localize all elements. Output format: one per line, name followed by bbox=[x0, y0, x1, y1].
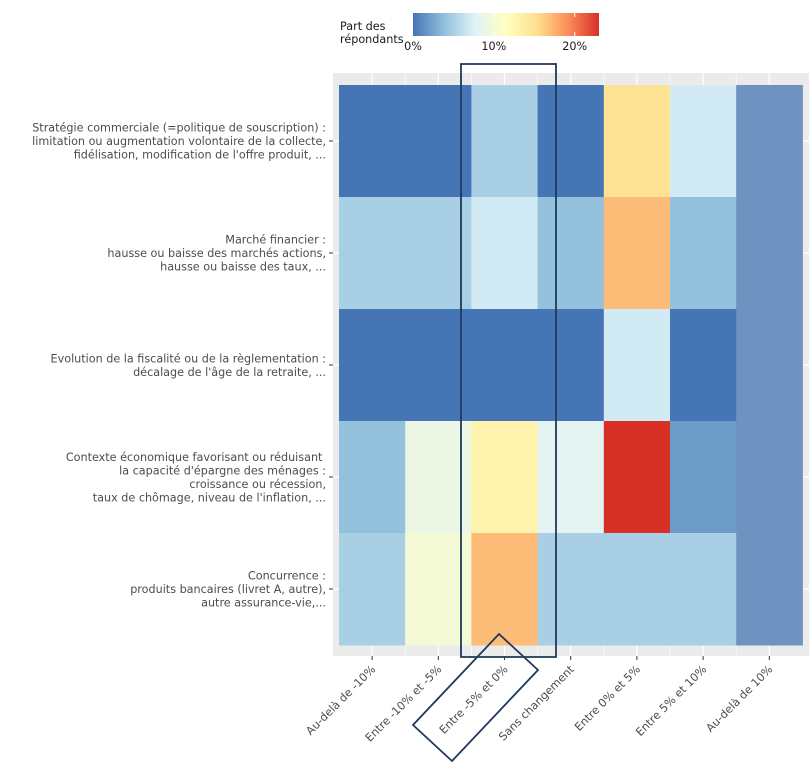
heatmap-cell bbox=[603, 85, 671, 198]
colorbar-tick-label: 10% bbox=[481, 40, 506, 53]
heatmap-cell bbox=[736, 197, 803, 310]
x-tick-label: Entre 0% et 5% bbox=[572, 663, 643, 734]
heatmap-cell bbox=[603, 309, 671, 422]
colorbar-gradient bbox=[413, 13, 599, 36]
heatmap-cell bbox=[603, 197, 671, 310]
heatmap-cell bbox=[603, 533, 671, 646]
heatmap-cell bbox=[339, 197, 406, 310]
y-tick-label: Marché financier : hausse ou baisse des m… bbox=[107, 234, 326, 274]
x-tick-label: Entre -5% et 0% bbox=[437, 663, 511, 737]
heatmap-cell bbox=[736, 309, 803, 422]
heatmap-cell bbox=[471, 533, 539, 646]
heatmap-cell bbox=[339, 309, 406, 422]
heatmap-cell bbox=[537, 197, 605, 310]
x-tick-label: Au-delà de 10% bbox=[704, 663, 776, 735]
colorbar-legend: Part des répondants 0% 10% 20% bbox=[340, 13, 599, 53]
x-tick-label: Au-delà de -10% bbox=[303, 663, 378, 738]
y-tick-label: Evolution de la fiscalité ou de la règle… bbox=[51, 352, 326, 379]
heatmap-cell bbox=[537, 421, 605, 534]
x-axis: Au-delà de -10%Entre -10% et -5%Entre -5… bbox=[303, 656, 776, 745]
heatmap-cell bbox=[339, 533, 406, 646]
colorbar-ticks: 0% 10% 20% bbox=[404, 13, 588, 53]
colorbar-title-line2: répondants bbox=[340, 33, 404, 46]
highlight-label-outline bbox=[411, 632, 540, 763]
colorbar-tick-label: 20% bbox=[562, 40, 587, 53]
x-tick-label: Sans changement bbox=[496, 663, 577, 744]
heatmap-cell bbox=[670, 421, 737, 534]
heatmap-cell bbox=[736, 421, 803, 534]
highlight-column-outline bbox=[460, 63, 557, 658]
colorbar-title-line1: Part des bbox=[340, 20, 386, 33]
heatmap-cell bbox=[670, 85, 737, 198]
heatmap-cell bbox=[670, 197, 737, 310]
heatmap-tiles bbox=[339, 85, 803, 646]
y-tick-label: Contexte économique favorisant ou réduis… bbox=[66, 451, 326, 505]
x-tick-label: Entre 5% et 10% bbox=[633, 663, 709, 739]
heatmap-cell bbox=[537, 309, 605, 422]
heatmap-cell bbox=[670, 309, 737, 422]
heatmap-cell bbox=[471, 85, 539, 198]
heatmap-cell bbox=[339, 421, 406, 534]
heatmap-cell bbox=[471, 309, 539, 422]
y-axis: Stratégie commerciale (=politique de sou… bbox=[32, 122, 333, 610]
y-tick-label: Stratégie commerciale (=politique de sou… bbox=[32, 122, 326, 162]
heatmap-cell bbox=[471, 197, 539, 310]
heatmap-cell bbox=[736, 533, 803, 646]
heatmap-cell bbox=[339, 85, 406, 198]
heatmap-cell bbox=[471, 421, 539, 534]
heatmap-cell bbox=[537, 533, 605, 646]
heatmap-cell bbox=[670, 533, 737, 646]
y-tick-label: Concurrence : produits bancaires (livret … bbox=[130, 570, 326, 610]
heatmap-cell bbox=[603, 421, 671, 534]
colorbar-tick-label: 0% bbox=[404, 40, 422, 53]
heatmap-cell bbox=[537, 85, 605, 198]
heatmap-cell bbox=[736, 85, 803, 198]
